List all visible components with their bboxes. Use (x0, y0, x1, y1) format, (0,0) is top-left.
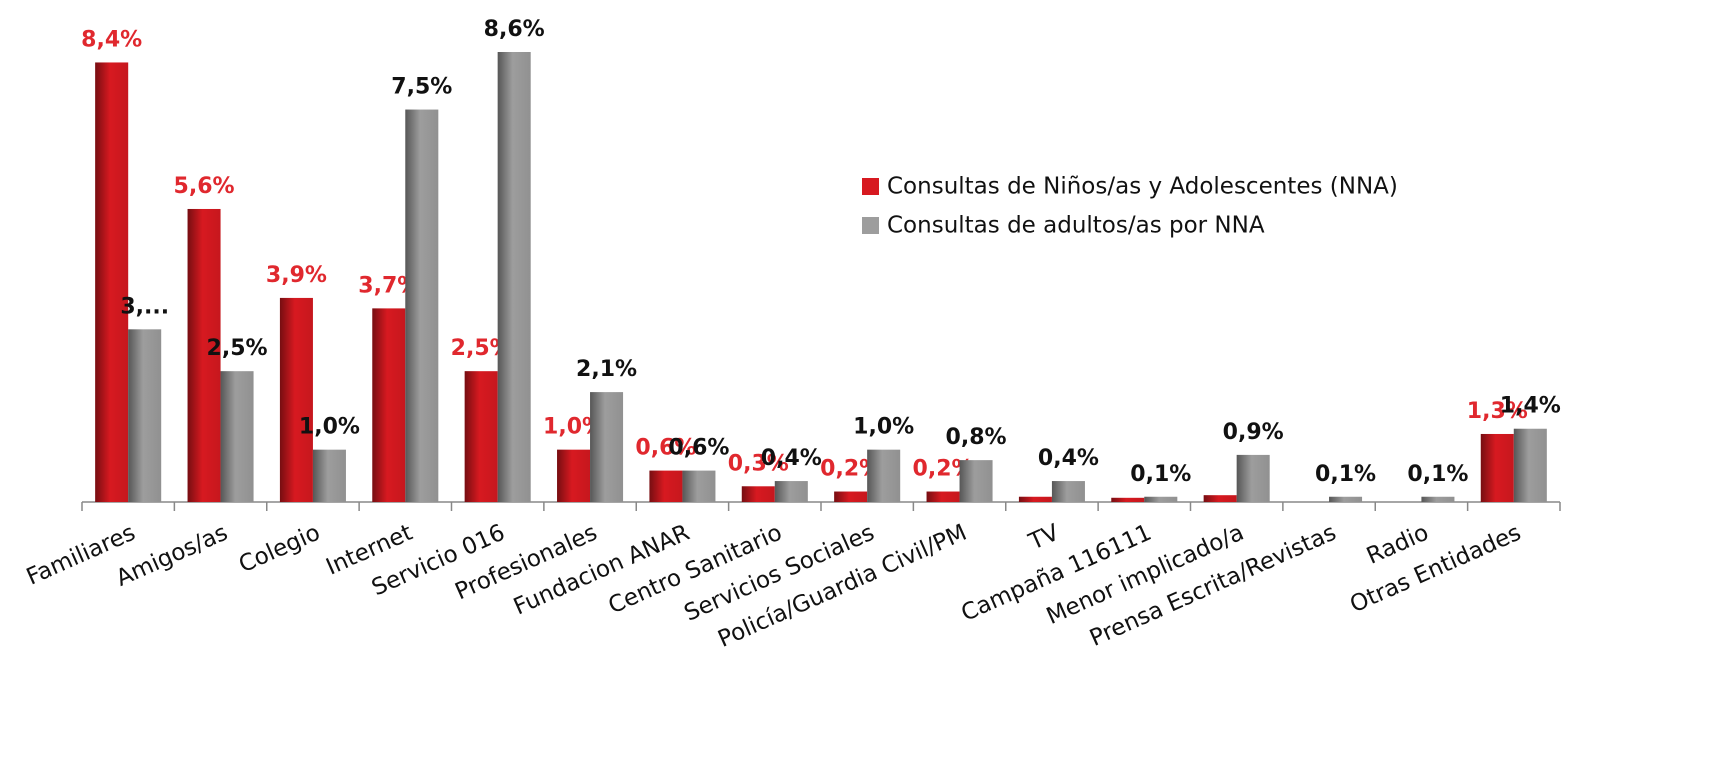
x-tick-label: Colegio (235, 520, 324, 579)
bar-shade (497, 52, 531, 502)
data-label: 8,6% (484, 17, 545, 42)
bar-shade (741, 486, 775, 502)
data-label: 2,1% (576, 357, 637, 382)
bar-shade (1421, 496, 1455, 502)
data-label: 3,9% (266, 263, 327, 288)
legend-label: Consultas de Niños/as y Adolescentes (NN… (887, 174, 1398, 200)
data-label: 0,4% (1038, 446, 1099, 471)
bar-shade (405, 109, 439, 502)
legend-label: Consultas de adultos/as por NNA (887, 213, 1265, 239)
bar-shade (95, 62, 129, 502)
data-label: 0,1% (1315, 462, 1376, 487)
bar-shade (959, 460, 993, 502)
bar-shade (867, 449, 901, 502)
data-label: 0,6% (668, 436, 729, 461)
data-label: 0,1% (1130, 462, 1191, 487)
data-label: 1,0% (853, 415, 914, 440)
bar-shade (464, 371, 498, 502)
data-label: 1,3% (1467, 399, 1528, 424)
data-label: 0,8% (946, 425, 1007, 450)
data-label: 0,4% (761, 446, 822, 471)
data-label: 3,... (120, 294, 169, 319)
data-label: 1,4% (1500, 394, 1561, 419)
bar-shade (1203, 495, 1237, 502)
bar-shade (128, 329, 162, 502)
bar-shade (682, 470, 716, 502)
bar-shade (1018, 496, 1052, 502)
bar-shade (590, 392, 624, 502)
data-label: 0,1% (1407, 462, 1468, 487)
bar-shade (774, 481, 808, 502)
bar-shade (1329, 496, 1363, 502)
data-label: 0,3% (728, 451, 789, 476)
data-label: 2,5% (207, 336, 268, 361)
bar-shade (926, 491, 960, 502)
bar-shade (187, 208, 221, 502)
bar-shade (312, 449, 346, 502)
bar-shade (834, 491, 868, 502)
data-label: 0,9% (1223, 420, 1284, 445)
data-label: 7,5% (391, 75, 452, 100)
bar-shade (372, 308, 406, 502)
bar-shade (1480, 433, 1514, 502)
bar-shade (220, 371, 254, 502)
bar-shade (1051, 481, 1085, 502)
bar-shade (279, 297, 313, 502)
bar-shade (649, 470, 683, 502)
legend-swatch (862, 178, 879, 195)
data-label: 8,4% (81, 27, 142, 52)
bar-shade (1513, 428, 1547, 502)
data-label: 1,0% (299, 415, 360, 440)
bar-shade (1236, 454, 1270, 502)
bar-shade (1111, 497, 1145, 502)
data-label: 5,6% (174, 174, 235, 199)
x-tick-label: TV (1024, 520, 1063, 556)
bar-shade (557, 449, 591, 502)
bar-shade (1144, 496, 1178, 502)
data-label: 0,6% (635, 436, 696, 461)
legend-swatch (862, 217, 879, 234)
